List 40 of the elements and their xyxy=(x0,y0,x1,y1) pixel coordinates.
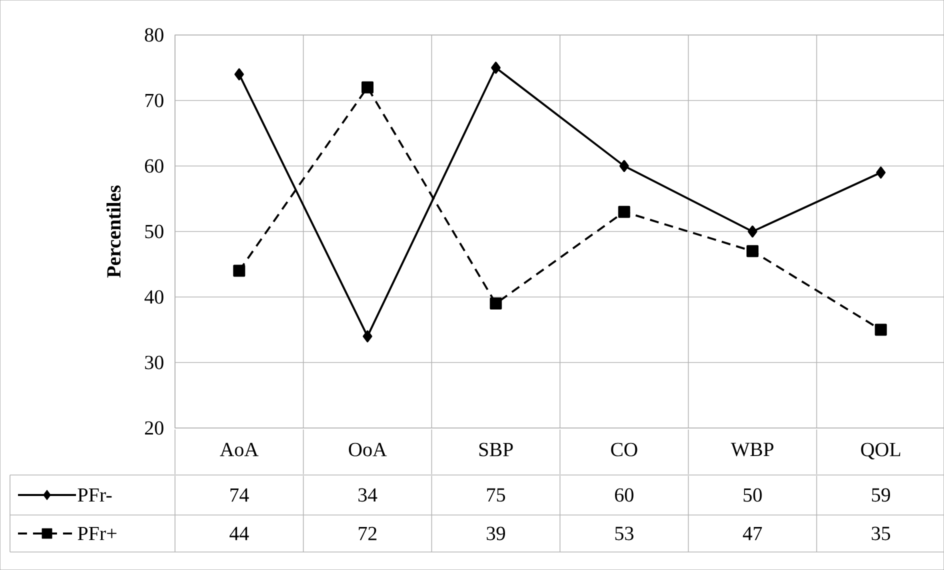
data-label: 47 xyxy=(742,526,762,540)
y-axis-title: Percentiles xyxy=(106,186,121,278)
data-label: 44 xyxy=(230,526,249,540)
legend-label: PFr+ xyxy=(78,526,116,540)
point xyxy=(491,62,501,74)
point xyxy=(619,160,629,172)
data-label: 60 xyxy=(615,488,634,502)
data-label: 75 xyxy=(487,488,506,502)
point xyxy=(362,330,372,342)
point xyxy=(618,206,630,218)
data-label: 50 xyxy=(744,488,762,502)
point xyxy=(876,166,886,179)
x-tick-label: CO xyxy=(611,442,638,456)
data-label: 59 xyxy=(872,488,890,502)
y-tick-label: 20 xyxy=(145,421,164,435)
point xyxy=(746,245,759,258)
data-label: 39 xyxy=(486,526,506,540)
data-label: 72 xyxy=(358,526,376,540)
data-label: 74 xyxy=(230,488,249,502)
x-tick-label: WBP xyxy=(730,442,774,456)
data-label: 35 xyxy=(872,526,890,540)
point xyxy=(233,264,246,277)
y-tick-label: 50 xyxy=(145,224,164,238)
y-tick-label: 60 xyxy=(145,159,164,173)
y-tick-label: 80 xyxy=(144,28,164,42)
point xyxy=(362,81,374,94)
legend-label: PFr- xyxy=(78,488,112,502)
point xyxy=(490,298,502,310)
x-tick-label: QOL xyxy=(861,442,900,460)
y-tick-label: 40 xyxy=(144,290,164,304)
x-tick-label: AoA xyxy=(220,442,258,456)
point xyxy=(234,68,244,80)
point xyxy=(874,324,887,336)
x-tick-label: SBP xyxy=(479,442,513,456)
data-label: 34 xyxy=(358,488,378,502)
data-label: 53 xyxy=(615,526,634,540)
y-tick-label: 30 xyxy=(145,356,164,370)
y-tick-label: 70 xyxy=(145,94,164,108)
point xyxy=(748,225,758,238)
x-tick-label: OoA xyxy=(348,442,387,456)
